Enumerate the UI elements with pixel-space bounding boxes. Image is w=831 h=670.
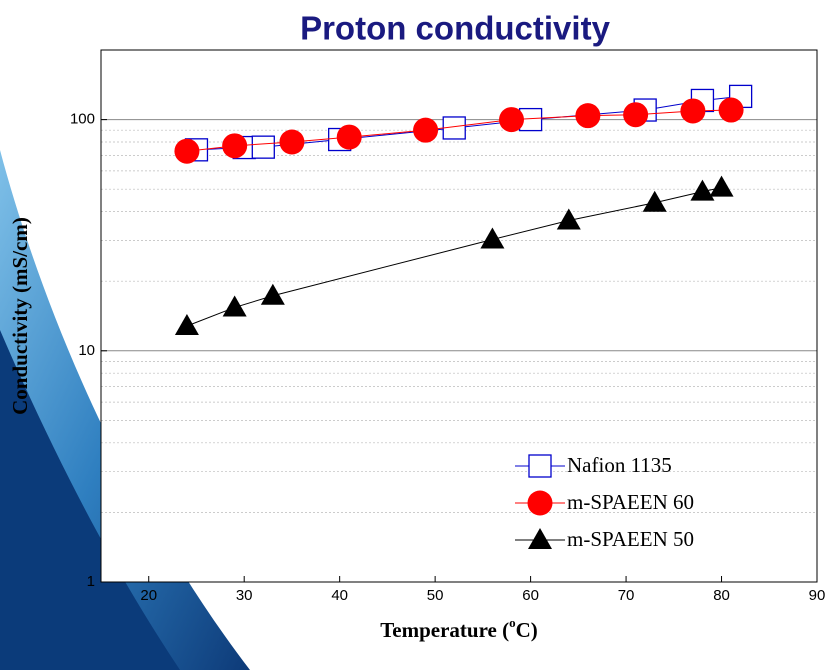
legend-marker — [528, 528, 552, 549]
x-label-main: Temperature ( — [380, 618, 509, 642]
y-tick-label: 1 — [87, 573, 95, 590]
x-label-sup: o — [509, 615, 516, 630]
marker — [413, 117, 439, 143]
marker — [222, 295, 247, 317]
x-axis-label: Temperature (oC) — [380, 615, 538, 642]
marker — [222, 133, 248, 159]
marks — [174, 84, 753, 336]
y-tick-label: 100 — [70, 111, 95, 128]
marker — [556, 208, 581, 230]
legend: Nafion 1135 m-SPAEEN 60 m-SPAEEN 50 — [515, 453, 694, 551]
x-tick-label: 70 — [618, 587, 635, 604]
chart-title: Proton conductivity — [300, 10, 610, 47]
x-tick-label: 60 — [522, 587, 539, 604]
x-tick-label: 90 — [809, 587, 826, 604]
marker — [642, 190, 667, 212]
marker — [260, 283, 285, 305]
marker — [480, 227, 505, 249]
marker — [623, 102, 649, 128]
marker — [680, 98, 706, 124]
legend-marker — [528, 454, 552, 478]
marker — [499, 107, 525, 133]
x-tick-label: 50 — [427, 587, 444, 604]
x-tick-label: 20 — [140, 587, 157, 604]
legend-label: m-SPAEEN 50 — [567, 527, 694, 551]
legend-label: Nafion 1135 — [567, 453, 672, 477]
marker — [709, 175, 734, 197]
x-label-end: C) — [516, 618, 538, 642]
background-swoosh-dark — [0, 330, 180, 670]
marker — [174, 314, 199, 336]
x-tick-label: 30 — [236, 587, 253, 604]
y-axis-label: Conductivity (mS/cm) — [8, 217, 32, 415]
legend-label: m-SPAEEN 60 — [567, 490, 694, 514]
marker — [251, 135, 275, 159]
legend-marker — [527, 490, 553, 516]
plot-frame — [100, 49, 818, 583]
marker — [279, 129, 305, 155]
marker — [336, 124, 362, 150]
y-tick-label: 10 — [78, 342, 95, 359]
marker — [174, 138, 200, 164]
marker — [690, 179, 715, 201]
series-line — [186, 187, 722, 327]
marker — [718, 97, 744, 123]
marker — [575, 103, 601, 129]
x-tick-label: 40 — [331, 587, 348, 604]
grid: 1 10 100 20 30 40 50 60 70 80 90 — [70, 111, 825, 604]
series-line — [186, 109, 732, 152]
x-tick-label: 80 — [713, 587, 730, 604]
